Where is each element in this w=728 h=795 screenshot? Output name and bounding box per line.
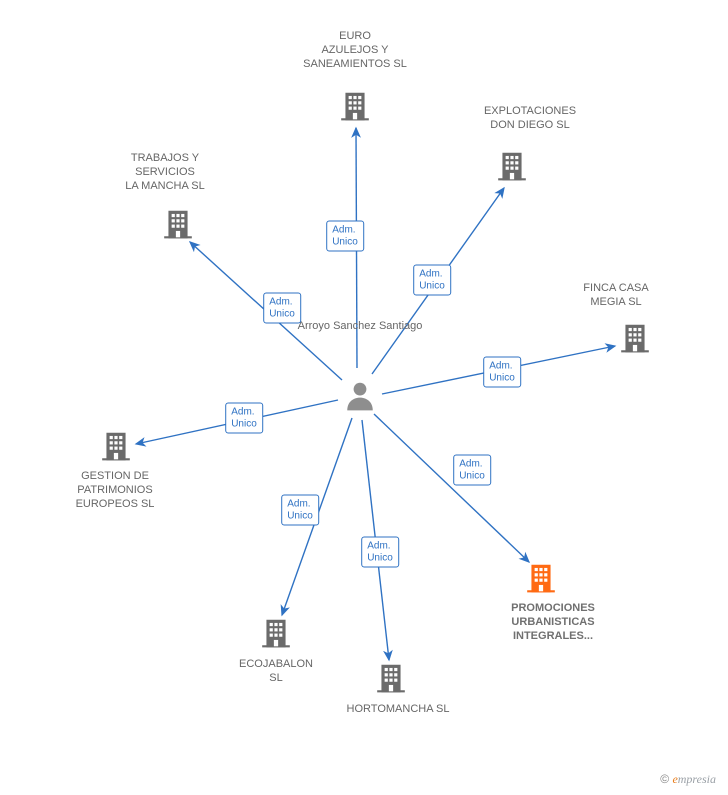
edge-badge-explotaciones-don-diego: Adm. Unico [413,265,451,296]
company-label-finca-casa-megia: FINCA CASA MEGIA SL [583,282,648,310]
edge-badge-hortomancha: Adm. Unico [361,537,399,568]
edge-badge-gestion-patrimonios-europeos: Adm. Unico [225,403,263,434]
edge-badge-ecojabalon: Adm. Unico [281,495,319,526]
edge-badge-promociones-urbanisticas: Adm. Unico [453,455,491,486]
building-icon [618,321,652,355]
edge-badge-finca-casa-megia: Adm. Unico [483,357,521,388]
company-node-trabajos-servicios-la-mancha [161,207,195,246]
company-label-promociones-urbanisticas: PROMOCIONES URBANISTICAS INTEGRALES... [511,602,595,643]
company-node-ecojabalon [259,616,293,655]
center-person-label: Arroyo Sanchez Santiago [298,320,423,334]
center-person [343,379,377,418]
copyright: © empresia [660,772,716,787]
company-label-euro-azulejos: EURO AZULEJOS Y SANEAMIENTOS SL [303,30,407,71]
company-node-promociones-urbanisticas [524,561,558,600]
company-label-gestion-patrimonios-europeos: GESTION DE PATRIMONIOS EUROPEOS SL [76,470,155,511]
person-icon [343,379,377,413]
company-node-euro-azulejos [338,89,372,128]
company-node-explotaciones-don-diego [495,149,529,188]
company-node-finca-casa-megia [618,321,652,360]
building-icon [99,429,133,463]
company-label-explotaciones-don-diego: EXPLOTACIONES DON DIEGO SL [484,105,576,133]
building-icon [524,561,558,595]
copyright-symbol: © [660,772,669,786]
brand-rest: mpresia [678,772,716,786]
building-icon [374,661,408,695]
building-icon [495,149,529,183]
company-label-trabajos-servicios-la-mancha: TRABAJOS Y SERVICIOS LA MANCHA SL [125,152,204,193]
company-node-hortomancha [374,661,408,700]
building-icon [259,616,293,650]
company-label-ecojabalon: ECOJABALON SL [239,658,313,686]
building-icon [338,89,372,123]
edge-badge-euro-azulejos: Adm. Unico [326,221,364,252]
company-node-gestion-patrimonios-europeos [99,429,133,468]
edge-badge-trabajos-servicios-la-mancha: Adm. Unico [263,293,301,324]
building-icon [161,207,195,241]
diagram-canvas: Arroyo Sanchez Santiago EURO AZULEJOS Y … [0,0,728,795]
company-label-hortomancha: HORTOMANCHA SL [347,703,450,717]
